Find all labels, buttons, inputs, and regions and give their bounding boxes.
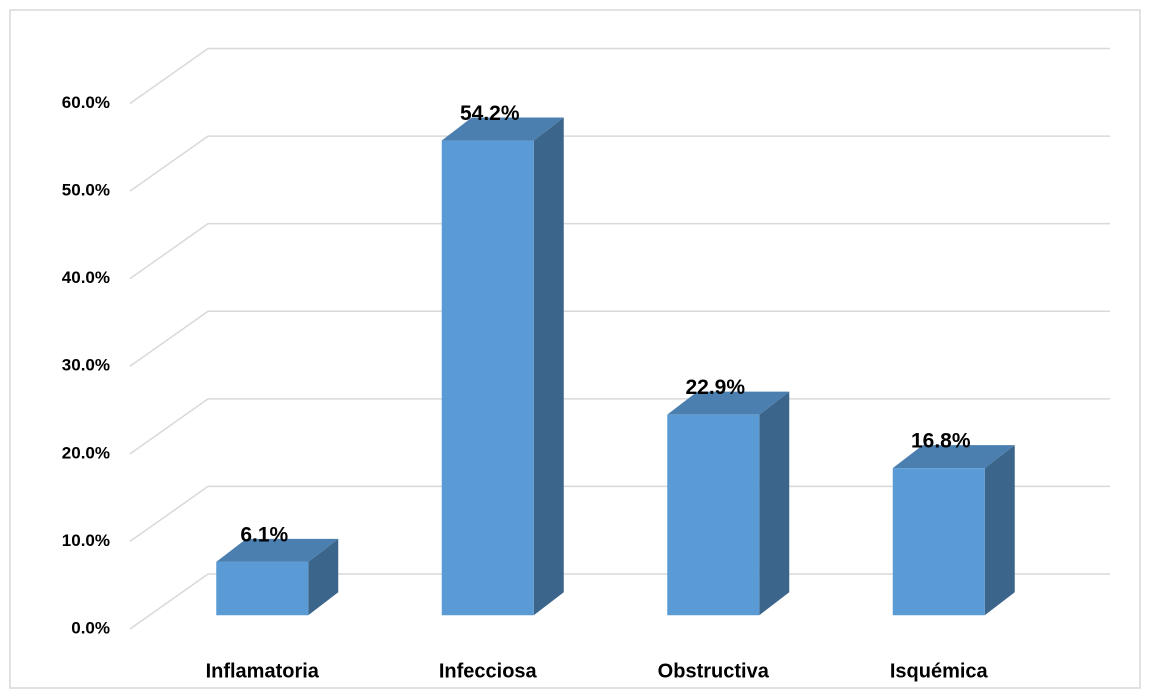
- x-tick-label: Infecciosa: [439, 660, 538, 682]
- data-label: 54.2%: [460, 102, 520, 125]
- y-tick-label: 20.0%: [62, 443, 110, 462]
- bar-side: [308, 538, 339, 616]
- y-tick-label: 0.0%: [71, 618, 110, 637]
- data-label: 6.1%: [240, 523, 288, 546]
- grid-line: [129, 222, 1110, 280]
- y-tick-label: 50.0%: [62, 181, 110, 200]
- grid-line: [129, 47, 1110, 105]
- grid-line: [129, 135, 1110, 192]
- grid-line: [129, 398, 1110, 455]
- y-tick-label: 10.0%: [62, 531, 110, 550]
- bar-side: [759, 391, 790, 616]
- y-tick-label: 60.0%: [62, 93, 110, 112]
- x-tick-label: Inflamatoria: [206, 660, 320, 682]
- data-label: 16.8%: [911, 430, 971, 453]
- bar: [667, 414, 760, 616]
- y-tick-label: 40.0%: [62, 268, 110, 287]
- bar-top: [441, 117, 564, 141]
- x-tick-label: Obstructiva: [658, 660, 770, 682]
- grid-line: [129, 485, 1110, 543]
- bar-side: [533, 117, 564, 616]
- grid-line: [129, 573, 1110, 630]
- bar-top: [667, 391, 790, 415]
- bar-top: [216, 538, 339, 562]
- bar-side: [984, 445, 1015, 616]
- bar: [441, 140, 534, 616]
- bar: [216, 561, 309, 616]
- data-label: 22.9%: [685, 376, 745, 399]
- bar-top: [892, 445, 1015, 469]
- y-tick-label: 30.0%: [62, 356, 110, 375]
- bar: [892, 468, 985, 616]
- grid-line: [129, 310, 1110, 367]
- x-tick-label: Isquémica: [890, 660, 989, 682]
